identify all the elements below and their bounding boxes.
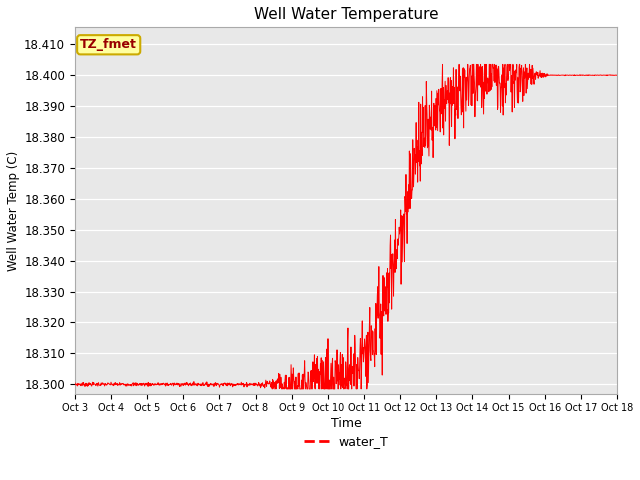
Legend: water_T: water_T: [298, 430, 393, 453]
Y-axis label: Well Water Temp (C): Well Water Temp (C): [7, 150, 20, 271]
X-axis label: Time: Time: [330, 418, 361, 431]
Title: Well Water Temperature: Well Water Temperature: [253, 7, 438, 22]
Text: TZ_fmet: TZ_fmet: [80, 38, 137, 51]
